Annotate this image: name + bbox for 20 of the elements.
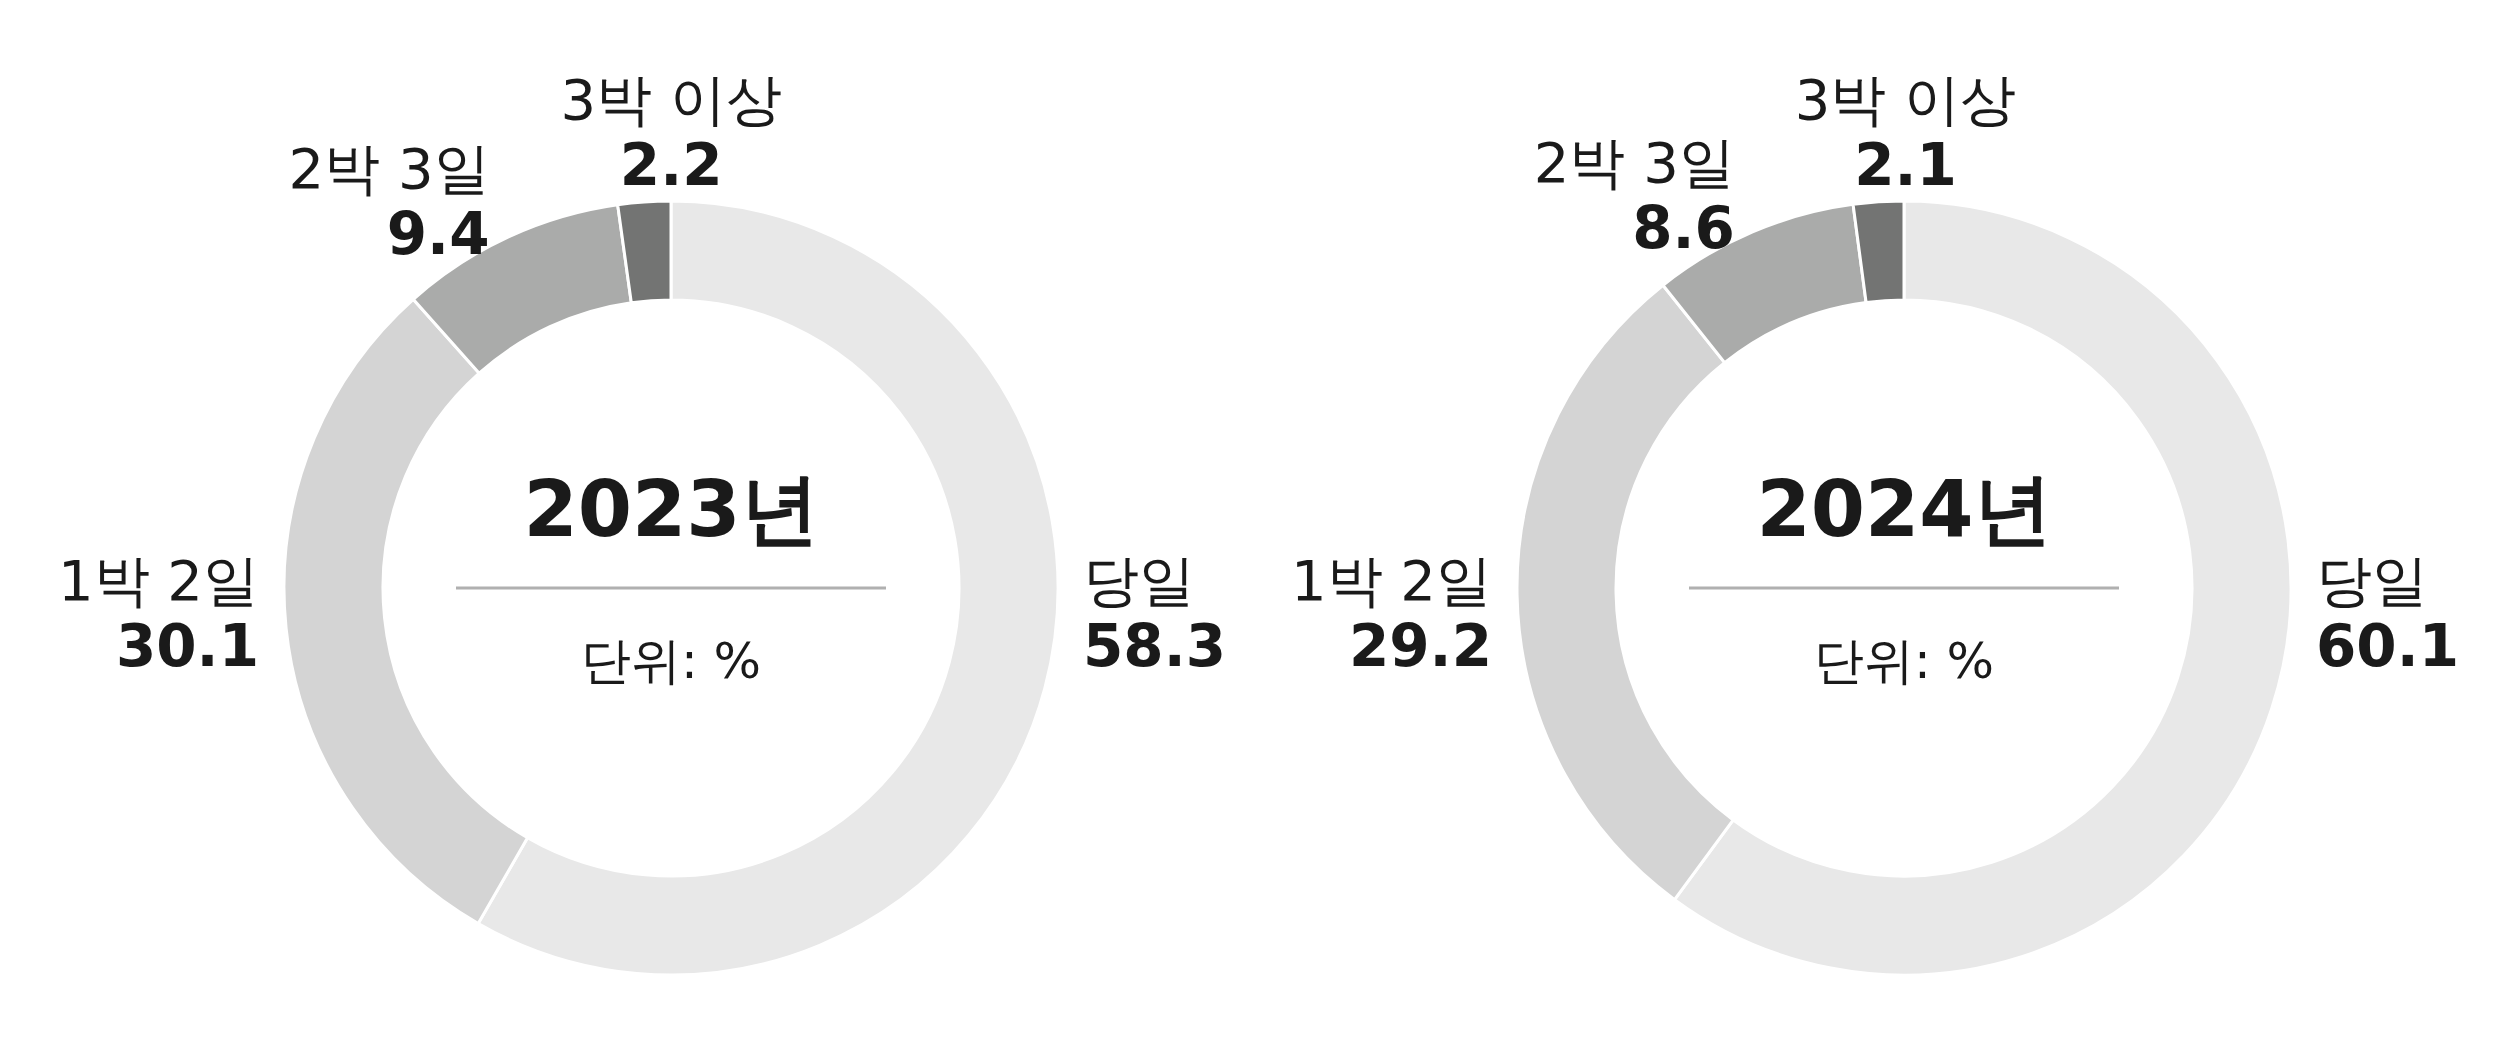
slice-label: 1박 2일 <box>1290 548 1492 613</box>
data-label: 9.4 <box>386 199 490 268</box>
text: 2024년 <box>1756 464 2052 554</box>
text: 단위: % <box>1813 632 1995 690</box>
slice-label: 2박 3일 <box>288 135 490 201</box>
data-label: 29.2 <box>1348 612 1492 680</box>
slice-label: 1박 2일 <box>57 548 259 613</box>
data-label: 2.1 <box>1854 130 1957 199</box>
data-label: 60.1 <box>2316 612 2460 680</box>
slice-label: 2박 3일 <box>1533 130 1735 196</box>
data-label: 2.2 <box>619 131 723 200</box>
text: 단위: % <box>580 632 762 690</box>
data-label: 8.6 <box>1632 194 1735 263</box>
slice-label: 당일 <box>1083 548 1195 613</box>
slice-label: 당일 <box>2316 548 2428 613</box>
data-label: 58.3 <box>1083 612 1227 680</box>
slice-label: 3박 이상 <box>560 67 782 133</box>
slice-label: 3박 이상 <box>1794 66 2017 132</box>
text: 2023년 <box>523 464 819 554</box>
data-label: 30.1 <box>115 612 259 680</box>
